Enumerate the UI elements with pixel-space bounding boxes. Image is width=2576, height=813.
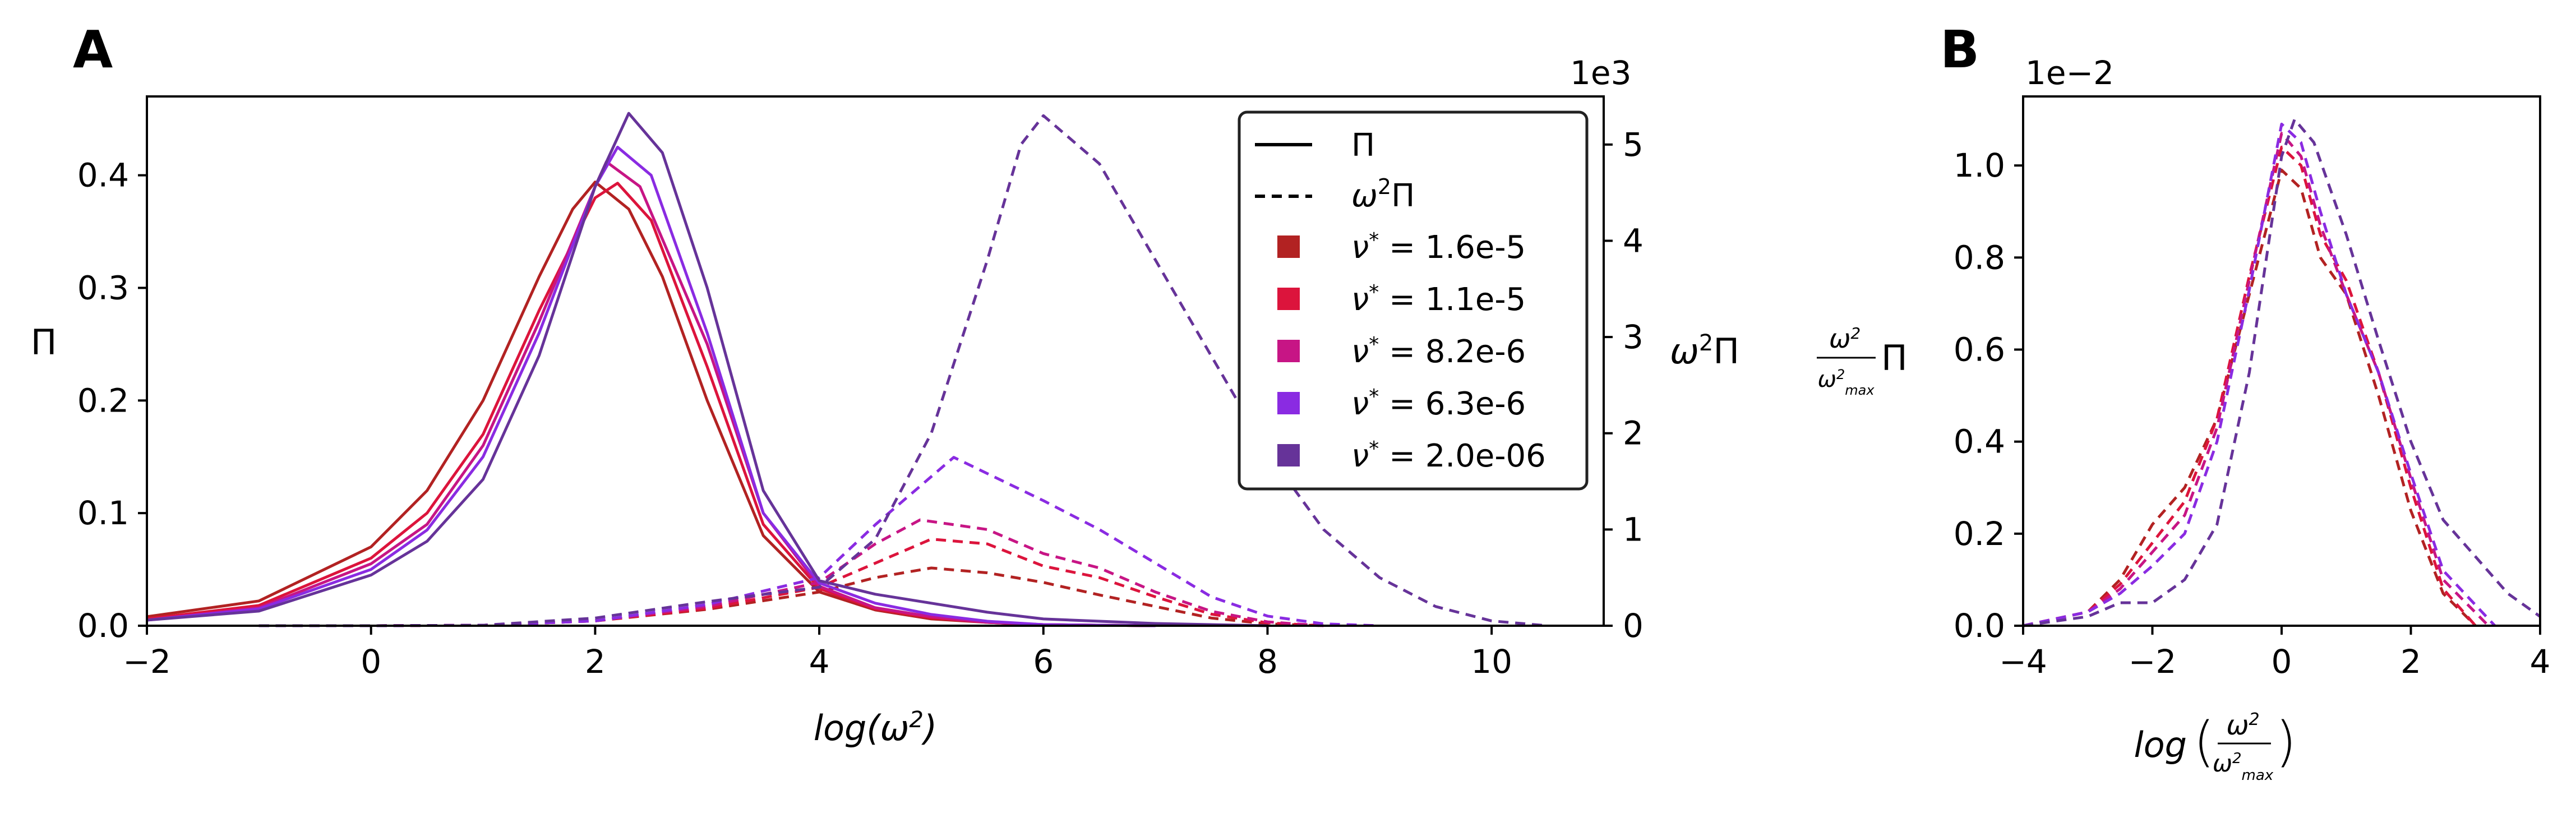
panel-b-ytick-label-0: 0.0: [1954, 607, 2005, 645]
panel-b-line-4: [2023, 118, 2541, 627]
panel-b: B −4 −2 0 2 4 0.0 0.2 0.4 0.6 0.8 1.0 1e−2 log ( …: [1817, 20, 2550, 784]
legend-label-0: ν* = 1.6e-5: [1351, 229, 1526, 266]
panel-b-xlabel-num: ω2: [2226, 710, 2259, 742]
panel-b-xlabel-paren-open: (: [2194, 710, 2214, 773]
panel-b-multiplier: 1e−2: [2025, 54, 2114, 92]
panel-a-ytick-left-label-0: 0.0: [77, 607, 129, 645]
panel-b-y-ticks: 0.0 0.2 0.4 0.6 0.8 1.0: [1954, 146, 2023, 645]
panel-b-plot-lines: [2023, 118, 2541, 627]
panel-a-ytick-left-label-4: 0.4: [77, 156, 129, 195]
panel-b-ylabel-num: ω2: [1829, 324, 1861, 354]
panel-b-ytick-label-4: 0.8: [1954, 238, 2005, 276]
legend-swatch-0: [1277, 235, 1300, 258]
panel-a-pi-line-4: [146, 112, 1268, 627]
legend-label-4: ν* = 2.0e-06: [1351, 437, 1546, 475]
panel-b-line-0: [2023, 168, 2477, 627]
panel-b-xlabel: log ( ω2 ω2max ): [2134, 710, 2296, 784]
legend-series-entries: ν* = 1.6e-5 ν* = 1.1e-5 ν* = 8.2e-6 ν* = 6.…: [1277, 229, 1546, 475]
panel-a-xtick-label-3: 4: [809, 643, 830, 681]
legend-label-pi: Π: [1351, 127, 1375, 164]
panel-b-xtick-label-1: −2: [2129, 643, 2177, 681]
panel-b-xtick-label-4: 4: [2530, 643, 2551, 681]
panel-a-xtick-label-5: 8: [1257, 643, 1278, 681]
panel-b-ylabel-pi: Π: [1881, 338, 1908, 378]
panel-b-ylabel: ω2 ω2max Π: [1817, 324, 1908, 398]
panel-a-w2pi-line-1: [258, 538, 1324, 627]
legend-swatch-4: [1277, 444, 1300, 466]
panel-a-pi-line-3: [146, 145, 1156, 627]
panel-a-ytick-right-label-1: 1: [1623, 510, 1644, 548]
legend-swatch-2: [1277, 340, 1300, 362]
panel-b-line-3: [2023, 122, 2496, 627]
panel-b-xlabel-den: ω2max: [2213, 750, 2274, 784]
panel-b-xlabel-paren-close: ): [2275, 710, 2296, 773]
panel-a-pi-line-2: [146, 160, 1156, 627]
panel-a-xtick-label-1: 0: [361, 643, 381, 681]
legend-label-1: ν* = 1.1e-5: [1351, 281, 1526, 318]
panel-a-right-multiplier: 1e3: [1570, 54, 1632, 92]
panel-a-w2pi-line-4: [258, 114, 1548, 627]
legend-label-2: ν* = 8.2e-6: [1351, 333, 1526, 371]
panel-a-ytick-right-label-3: 3: [1623, 318, 1644, 356]
panel-b-xtick-label-3: 2: [2400, 643, 2421, 681]
panel-a-ytick-right-label-0: 0: [1623, 607, 1644, 645]
legend-swatch-1: [1277, 288, 1300, 310]
panel-a-ytick-left-label-3: 0.3: [77, 269, 129, 307]
panel-a-ylabel-left: Π: [31, 322, 57, 363]
panel-a-pi-line-0: [146, 181, 1156, 627]
panel-a-x-ticks: −2 0 2 4 6 8 10: [123, 626, 1512, 681]
panel-a-y-ticks-right: 0 1 2 3 4 5: [1604, 126, 1644, 645]
panel-a-xtick-label-4: 6: [1033, 643, 1054, 681]
panel-a-ylabel-right: ω2Π: [1670, 330, 1739, 372]
panel-a-xtick-label-0: −2: [123, 643, 171, 681]
panel-a: A −2 0 2 4 6 8 10 0.0 0.1 0.2 0.3 0.4 0 1 2 3 4 5 1e3 l…: [31, 20, 1739, 749]
panel-a-ytick-left-label-2: 0.2: [77, 381, 129, 419]
panel-b-ylabel-den: ω2max: [1817, 367, 1875, 398]
panel-b-ytick-label-5: 1.0: [1954, 146, 2005, 184]
panel-a-ytick-right-label-5: 5: [1623, 126, 1644, 164]
panel-b-xlabel-log: log: [2134, 724, 2187, 765]
panel-a-letter: A: [73, 20, 113, 80]
panel-b-line-1: [2023, 145, 2477, 627]
panel-a-xtick-label-2: 2: [585, 643, 606, 681]
legend-frame: [1238, 110, 1589, 491]
panel-b-ytick-label-1: 0.2: [1954, 515, 2005, 553]
panel-a-xlabel: log(ω2): [814, 707, 937, 749]
legend-label-w2pi: ω2Π: [1351, 174, 1415, 214]
legend-label-3: ν* = 6.3e-6: [1351, 385, 1526, 423]
panel-b-plot-frame: [2022, 95, 2541, 627]
panel-a-xtick-label-6: 10: [1471, 643, 1512, 681]
panel-b-ytick-label-3: 0.6: [1954, 330, 2005, 368]
legend-swatch-3: [1277, 392, 1300, 414]
panel-b-xtick-label-0: −4: [1999, 643, 2047, 681]
panel-a-pi-line-1: [146, 182, 1156, 627]
panel-b-xtick-label-2: 0: [2272, 643, 2292, 681]
panel-a-w2pi-line-0: [258, 566, 1324, 627]
panel-a-ytick-left-label-1: 0.1: [77, 494, 129, 532]
panel-a-legend: Π ω2Π ν* = 1.6e-5ν* = 1.1e-5ν* = 8.2e-6ν…: [1238, 110, 1589, 491]
panel-a-ytick-right-label-4: 4: [1623, 221, 1644, 260]
panel-b-letter: B: [1940, 20, 1979, 80]
panel-b-ytick-label-2: 0.4: [1954, 423, 2005, 461]
panel-b-x-ticks: −4 −2 0 2 4: [1999, 626, 2550, 681]
panel-a-y-ticks-left: 0.0 0.1 0.2 0.3 0.4: [77, 156, 147, 645]
panel-b-line-2: [2023, 132, 2490, 627]
panel-a-plot-frame: [146, 95, 1605, 627]
panel-a-plot-lines: [146, 112, 1548, 627]
panel-a-ytick-right-label-2: 2: [1623, 414, 1644, 452]
